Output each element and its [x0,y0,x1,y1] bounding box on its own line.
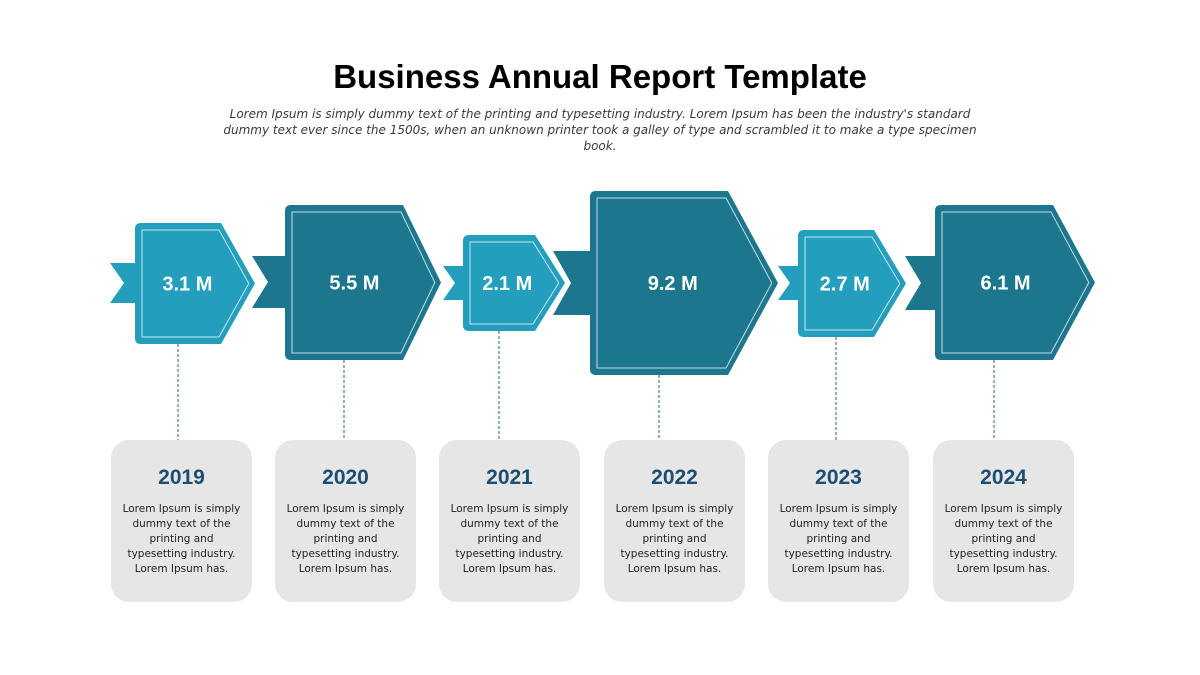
year-description: Lorem Ipsum is simply dummy text of the … [944,503,1063,575]
year-description: Lorem Ipsum is simply dummy text of the … [779,503,898,575]
value-label-2021: 2.1 M [482,273,532,295]
year-card-2022: 2022 Lorem Ipsum is simply dummy text of … [604,440,745,602]
page-title: Business Annual Report Template [333,58,867,95]
arrow-box-2023 [798,230,906,337]
value-label-2024: 6.1 M [981,273,1031,295]
arrow-box-2024 [935,205,1095,360]
year-description: Lorem Ipsum is simply dummy text of the … [450,503,569,575]
year-card-2023: 2023 Lorem Ipsum is simply dummy text of … [768,440,909,602]
year-label: 2022 [651,466,698,489]
year-description: Lorem Ipsum is simply dummy text of the … [286,503,405,575]
value-label-2019: 3.1 M [162,274,212,296]
ribbon-segment-2019 [110,263,139,303]
year-label: 2023 [815,466,862,489]
year-card-2024: 2024 Lorem Ipsum is simply dummy text of … [933,440,1074,602]
year-card-2019: 2019 Lorem Ipsum is simply dummy text of … [111,440,252,602]
ribbon-segment-2021 [443,266,467,300]
year-description: Lorem Ipsum is simply dummy text of the … [122,503,241,575]
arrow-box-2022 [590,191,778,375]
year-label: 2021 [486,466,533,489]
ribbon-segment-2020 [252,256,289,308]
year-label: 2020 [322,466,369,489]
arrow-box-outline-2022 [596,197,773,369]
year-description: Lorem Ipsum is simply dummy text of the … [615,503,734,575]
year-label: 2024 [980,466,1027,489]
value-label-2023: 2.7 M [820,274,870,296]
arrow-box-2019 [135,223,255,344]
year-label: 2019 [158,466,205,489]
value-label-2020: 5.5 M [329,273,379,295]
value-label-2022: 9.2 M [648,273,698,295]
ribbon-segment-2022 [553,251,594,315]
arrow-box-outline-2019 [141,229,250,338]
arrow-box-2020 [285,205,441,360]
arrow-box-outline-2021 [469,241,560,325]
arrow-box-outline-2020 [291,211,436,354]
ribbon-segment-2023 [778,266,802,300]
arrow-box-2021 [463,235,565,331]
year-card-2020: 2020 Lorem Ipsum is simply dummy text of … [275,440,416,602]
ribbon-segment-2024 [905,256,939,310]
page-subtitle: Lorem Ipsum is simply dummy text of the … [223,107,977,153]
arrow-box-outline-2024 [941,211,1090,354]
year-card-2021: 2021 Lorem Ipsum is simply dummy text of … [439,440,580,602]
arrow-box-outline-2023 [804,236,901,331]
